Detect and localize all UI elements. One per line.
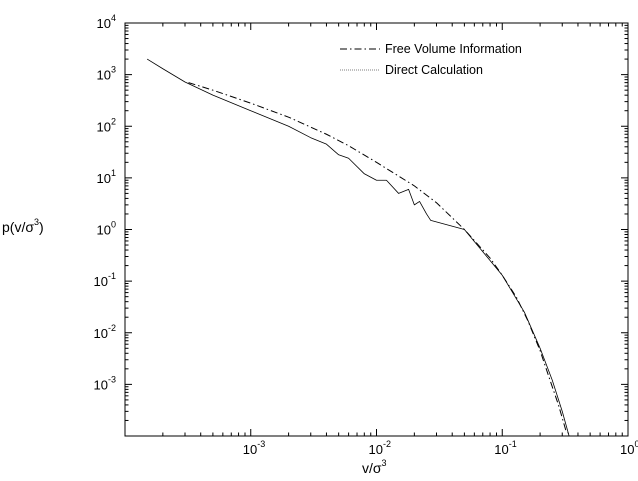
legend-label-free-volume: Free Volume Information bbox=[385, 42, 522, 56]
x-tick-label: 10-2 bbox=[369, 439, 391, 457]
y-tick-label: 102 bbox=[97, 116, 116, 134]
x-tick-label: 10-1 bbox=[494, 439, 516, 457]
series-line-free-volume bbox=[188, 82, 572, 437]
y-tick-label: 103 bbox=[97, 65, 116, 83]
legend-label-direct: Direct Calculation bbox=[385, 63, 483, 77]
x-axis-title: v/σ3 bbox=[362, 458, 387, 476]
x-tick-label: 10-3 bbox=[243, 439, 265, 457]
x-tick-labels: 10-3 10-2 10-1 100 bbox=[243, 439, 638, 457]
y-tick-label: 104 bbox=[97, 13, 116, 31]
x-tick-label: 100 bbox=[620, 439, 638, 457]
y-tick-label: 101 bbox=[97, 168, 116, 186]
y-tick-label: 10-2 bbox=[94, 323, 116, 341]
plot-frame bbox=[124, 22, 629, 437]
y-tick-label: 10-1 bbox=[94, 271, 116, 289]
series-line-direct bbox=[146, 58, 570, 437]
y-tick-labels: 10-3 10-2 10-1 100 101 102 103 104 bbox=[94, 13, 116, 392]
y-tick-label: 100 bbox=[97, 220, 116, 238]
y-tick-label: 10-3 bbox=[94, 374, 116, 392]
series-layer bbox=[146, 58, 572, 437]
axis-ticks bbox=[124, 22, 629, 437]
legend: Free Volume Information Direct Calculati… bbox=[340, 42, 522, 77]
y-axis-title: p(v/σ3) bbox=[2, 217, 44, 235]
